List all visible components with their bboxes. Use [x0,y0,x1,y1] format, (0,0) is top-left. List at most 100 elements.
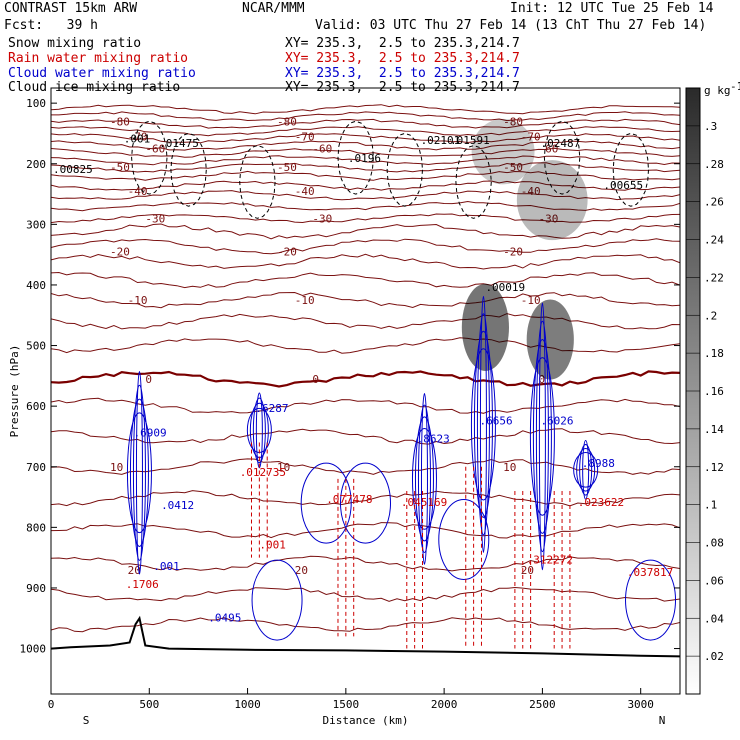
x-tick-label: 1000 [234,698,261,711]
field-label-snow: Snow mixing ratio [8,36,142,51]
isotherm-label: -30 [312,212,332,225]
cloud-water-contour [625,559,677,641]
colorbar-unit-exponent: -1 [730,80,740,93]
rain-max-label: .077478 [326,493,372,506]
isotherm-label: -80 [277,115,297,128]
isotherm-label: -70 [295,130,315,143]
snow-max-label: .00019 [485,281,525,294]
field-xy-snow: XY= 235.3, 2.5 to 235.3,214.7 [285,36,520,51]
isotherm-contour [51,223,680,240]
field-xy-rain: XY= 235.3, 2.5 to 235.3,214.7 [285,51,520,66]
y-tick-label: 400 [26,279,46,292]
cloud-ice-shading [471,118,535,185]
cloud-water-contour [532,338,552,534]
cloud-water-max-label: .0495 [208,611,241,624]
y-tick-label: 100 [26,97,46,110]
cloud-water-contour [529,357,555,516]
isotherm-label: -60 [145,143,165,156]
isotherm-contour [51,555,680,572]
colorbar-tick-label: .28 [704,158,724,171]
snow-max-label: .02487 [540,137,580,150]
isotherm-contour [51,147,680,158]
cloud-water-max-label: .8623 [417,433,450,446]
rain-max-label: .1706 [126,578,159,591]
isotherm-label: 10 [277,461,290,474]
isotherm-label: -70 [521,130,541,143]
snow-contour [455,145,492,219]
snow-max-label: .00825 [53,163,93,176]
isotherm-contour [51,337,680,354]
y-tick-label: 700 [26,461,46,474]
isotherm-contour [51,155,680,166]
isotherm-label: -50 [503,161,523,174]
isotherm-contour [51,586,680,602]
cloud-water-contour [479,295,487,553]
field-label-cloud-water: Cloud water mixing ratio [8,66,196,81]
isotherm-contour [51,133,680,144]
y-tick-label: 800 [26,521,46,534]
colorbar-tick-label: .18 [704,347,724,360]
isotherm-contour [51,522,680,539]
isotherm-label: -10 [128,294,148,307]
isotherm-contour [51,170,680,181]
colorbar-tick-label: .26 [704,196,724,209]
colorbar-tick-label: .12 [704,461,724,474]
isotherm-label: -30 [538,212,558,225]
colorbar-tick-label: .14 [704,423,724,436]
cloud-water-contour [538,302,546,571]
isotherm-contour [51,271,680,289]
colorbar-unit: g kg [704,84,731,97]
rain-max-label: .001 [259,539,286,552]
isotherm-label: 10 [110,461,123,474]
cloud-water-max-label: .6287 [255,402,288,415]
y-tick-label: 300 [26,218,46,231]
colorbar-tick-label: .02 [704,650,724,663]
isotherm-contour [51,190,680,201]
snow-contour [239,145,276,219]
isotherm-contour [51,397,680,414]
init-time: Init: 12 UTC Tue 25 Feb 14 [510,1,714,16]
isotherm-label: -10 [295,294,315,307]
colorbar-tick-label: .3 [704,120,717,133]
isotherm-contour [51,140,680,151]
isotherm-contour [51,253,680,270]
isotherm-label: -50 [110,161,130,174]
isotherm-label: -20 [277,246,297,259]
cloud-water-contour [411,427,437,530]
isotherm-contour [51,458,680,475]
isotherm-contour [51,200,680,212]
cloud-water-max-label: .6656 [480,414,513,427]
org-label: NCAR/MMM [242,1,305,16]
forecast-hour: Fcst: 39 h [4,18,98,33]
isotherm-label: 0 [312,373,319,386]
colorbar-tick-label: .1 [704,499,717,512]
cloud-water-max-label: .6909 [134,426,167,439]
isotherm-contour [51,118,680,129]
snow-max-label: .001 [124,133,151,146]
isotherm-contour [51,111,680,122]
colorbar-tick-label: .04 [704,612,724,625]
cloud-water-max-label: .0412 [161,499,194,512]
isotherm-label: -80 [110,115,130,128]
cloud-water-contour [135,370,143,575]
cloud-water-contour [251,559,303,641]
plot-clip-group: -80 -80 -80-70 -70 -70-60 -60 -60-50 -50 -50-40-… [51,104,680,658]
freezing-level-contour [51,370,680,388]
cloud-water-contour [129,398,149,547]
field-xy-cloud-water: XY= 235.3, 2.5 to 235.3,214.7 [285,66,520,81]
isotherm-label: -40 [521,185,541,198]
cloud-water-contour [255,392,263,469]
cloud-water-contour [417,404,431,554]
cloud-water-contour [420,393,428,565]
isotherm-contour [51,291,680,309]
colorbar: .02 .04 .06 .08 .1 .12 .14 .16 .18 .2 .22 .24 .26 .28… [685,80,740,695]
isotherm-contour [51,313,680,330]
x-tick-label: 3000 [627,698,654,711]
isotherm-label: -80 [503,115,523,128]
x-end-label-left: S [83,714,90,727]
x-tick-label: 0 [48,698,55,711]
colorbar-tick-label: .24 [704,234,724,247]
snow-max-label: .0196 [348,152,381,165]
rain-max-label: .037817 [627,566,673,579]
